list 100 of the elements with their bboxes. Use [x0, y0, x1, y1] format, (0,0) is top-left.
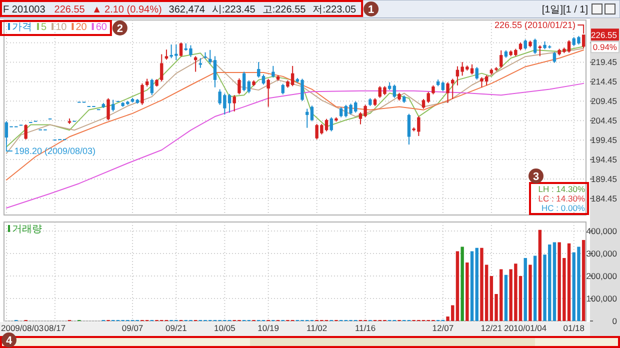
- text: 226.55: [54, 4, 86, 16]
- x-tick-label: 2010/01/04: [504, 323, 547, 333]
- text: 저:223.05: [312, 4, 357, 16]
- x-tick-label: 11/02: [306, 323, 328, 333]
- text: ▲ 2.10 (0.94%): [92, 4, 162, 16]
- callout-marker: 3: [528, 168, 544, 184]
- candlestick: [407, 113, 411, 146]
- candlestick: [266, 78, 270, 108]
- x-tick-label: 11/16: [355, 323, 376, 333]
- chart-title: F 201003: [3, 4, 46, 16]
- bar: [538, 230, 542, 321]
- candlestick: [140, 82, 144, 106]
- x-tick-label: 09/21: [166, 323, 188, 333]
- candlestick: [392, 84, 396, 98]
- candlestick: [112, 99, 115, 112]
- bar: [533, 256, 537, 321]
- candlestick: [247, 80, 251, 94]
- candlestick: [422, 98, 426, 110]
- annotation: HC : 0.00%: [542, 203, 586, 213]
- bar: [552, 242, 556, 321]
- x-tick-label: 10/05: [214, 323, 236, 333]
- callout-marker: 4: [2, 332, 16, 348]
- callout-marker: 1: [364, 2, 379, 16]
- legend-label: 60: [96, 22, 108, 33]
- candlestick: [160, 54, 164, 82]
- bar: [475, 248, 478, 321]
- candlestick: [150, 78, 154, 96]
- y-tick-label: 300,000: [586, 248, 618, 258]
- candlestick: [238, 78, 241, 95]
- bar: [528, 264, 532, 321]
- candlestick: [426, 92, 430, 104]
- candlestick: [213, 56, 217, 88]
- x-tick-label: 08/17: [44, 323, 66, 333]
- y-tick-label: 209.45: [591, 96, 618, 106]
- y-tick-label: 189.45: [591, 174, 618, 184]
- legend-label: 20: [76, 22, 88, 33]
- bar: [582, 240, 586, 321]
- candlestick: [339, 106, 343, 118]
- annotation: LH : 14.30%: [538, 184, 586, 194]
- candlestick: [24, 124, 28, 140]
- candlestick: [524, 38, 527, 50]
- y-tick-label: 0: [612, 316, 618, 326]
- candlestick: [262, 74, 266, 86]
- y-tick-label: 200,000: [586, 271, 618, 281]
- y-tick-label: 400,000: [586, 226, 618, 236]
- text: 362,474: [168, 4, 206, 16]
- x-tick-label: 09/07: [122, 323, 144, 333]
- candlestick: [306, 108, 309, 128]
- candlestick: [582, 34, 586, 49]
- candlestick: [533, 38, 537, 54]
- y-tick-label: 199.45: [591, 135, 618, 146]
- candlestick: [330, 116, 333, 132]
- y-tick-label: 204.45: [591, 116, 618, 126]
- candlestick: [242, 71, 246, 92]
- y-tick-label: 184.45: [591, 193, 618, 204]
- candlestick: [446, 82, 450, 104]
- x-tick-label: 01/18: [563, 323, 585, 333]
- annotation: 3: [532, 171, 540, 183]
- candlestick: [441, 80, 445, 92]
- candlestick: [106, 98, 110, 121]
- y-tick-label: 194.45: [591, 154, 618, 165]
- text: 시:223.45: [212, 4, 256, 16]
- y-tick-label: 214.45: [591, 76, 618, 87]
- x-tick-label: 12/21: [480, 323, 502, 333]
- legend-label: 가격: [12, 22, 32, 33]
- x-tick-label: 2009/08/03: [1, 323, 44, 333]
- candlestick: [257, 62, 260, 78]
- text: 0.94%: [592, 42, 618, 52]
- bar: [466, 262, 469, 321]
- candlestick: [179, 42, 183, 58]
- candlestick: [281, 83, 284, 95]
- line-series: [6, 49, 584, 180]
- candlestick: [164, 49, 168, 60]
- candlestick: [208, 49, 212, 64]
- legend-label: 5: [41, 22, 47, 33]
- text: [1일][1 / 1]: [542, 4, 588, 16]
- annotation: 226.55 (2010/01/21): [494, 20, 576, 30]
- legend: 거래량: [8, 224, 42, 235]
- text: 226.55: [591, 30, 618, 40]
- candlestick: [475, 66, 478, 80]
- text: 고:226.55: [262, 4, 306, 16]
- bar: [456, 251, 460, 321]
- bar: [524, 258, 527, 321]
- callout-marker: 2: [112, 20, 128, 36]
- candlestick: [500, 50, 503, 68]
- annotation: 2: [116, 23, 123, 35]
- candlestick: [198, 58, 202, 68]
- candlestick: [552, 51, 556, 64]
- candlestick: [310, 105, 314, 122]
- x-tick-label: 12/07: [432, 323, 454, 333]
- candlestick: [451, 78, 454, 100]
- y-tick-label: 219.45: [591, 57, 618, 68]
- y-tick-label: 100,000: [586, 294, 618, 304]
- annotation: LC : 14.30%: [538, 194, 586, 204]
- bar: [460, 246, 464, 321]
- candlestick: [232, 94, 236, 112]
- legend-label: 10: [56, 22, 68, 33]
- x-tick-label: 10/19: [258, 323, 280, 333]
- bar: [470, 251, 474, 321]
- candlestick: [538, 44, 542, 57]
